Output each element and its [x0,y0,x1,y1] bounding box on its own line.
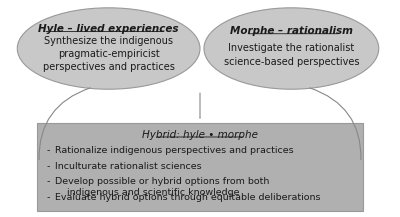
Text: Rationalize indigenous perspectives and practices: Rationalize indigenous perspectives and … [55,146,294,155]
Text: Hybrid: hyle • morphe: Hybrid: hyle • morphe [142,130,258,140]
Text: -: - [47,162,50,171]
Text: -: - [47,146,50,155]
Text: Synthesize the indigenous
pragmatic-empiricist
perspectives and practices: Synthesize the indigenous pragmatic-empi… [43,36,174,72]
FancyArrowPatch shape [310,88,361,159]
Text: Hyle – lived experiences: Hyle – lived experiences [38,24,179,34]
FancyArrowPatch shape [39,88,90,159]
Text: Inculturate rationalist sciences: Inculturate rationalist sciences [55,162,202,171]
Ellipse shape [17,8,200,89]
Ellipse shape [204,8,379,89]
Text: Evaluate hybrid options through equitable deliberations: Evaluate hybrid options through equitabl… [55,193,320,202]
Text: Investigate the rationalist
science-based perspectives: Investigate the rationalist science-base… [224,43,359,67]
Text: -: - [47,193,50,202]
Text: -: - [47,177,50,186]
Text: Morphe – rationalism: Morphe – rationalism [230,26,353,36]
Text: Develop possible or hybrid options from both
    indigenous and scientific knowl: Develop possible or hybrid options from … [55,177,269,197]
FancyBboxPatch shape [37,123,363,211]
